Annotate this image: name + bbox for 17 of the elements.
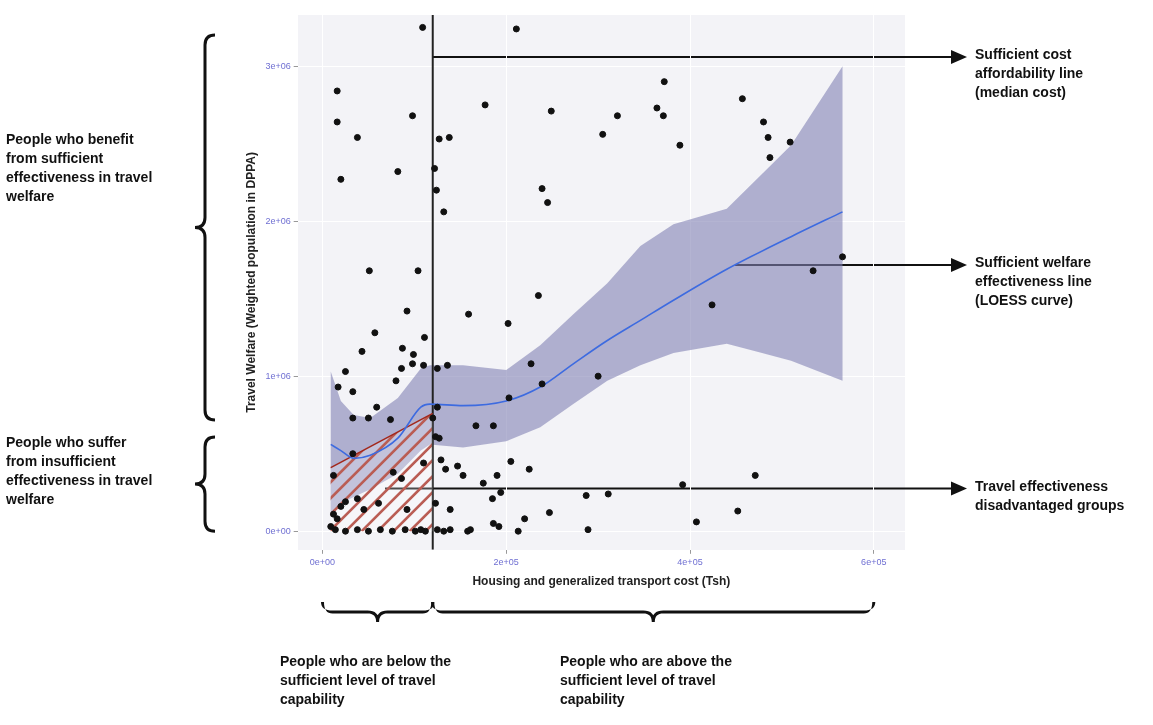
y-tick-label: 2e+06 — [265, 215, 291, 226]
x-axis-title: Housing and generalized transport cost (Tsh) — [472, 574, 731, 589]
y-tick-label: 0e+00 — [265, 525, 291, 536]
text: People who benefit from sufficient effectiveness in travel welfare — [6, 130, 154, 206]
x-tick-label: 2e+05 — [493, 556, 519, 567]
text: People who are above the sufficient level of travel capability — [560, 652, 733, 709]
x-tick-label: 4e+05 — [677, 556, 703, 567]
ref-line-label: Sufficient cost affordability line (median cost) — [975, 45, 1085, 102]
text: Sufficient welfare effectiveness line (LOESS curve) — [975, 253, 1093, 310]
x-tick-label: 0e+00 — [309, 556, 336, 567]
y-tick-label: 1e+06 — [265, 370, 291, 381]
y-axis-title: Travel Welfare (Weighted population in DPPA) — [243, 152, 258, 413]
x-tick-label: 6e+05 — [861, 556, 887, 567]
text: People who are below the sufficient level of travel capability — [280, 652, 453, 709]
y-tick-label: 3e+06 — [265, 60, 291, 71]
text: People who suffer from insufficient effectiveness in travel welfare — [6, 433, 154, 509]
text: Travel effectiveness disadvantaged groups — [975, 476, 1125, 515]
